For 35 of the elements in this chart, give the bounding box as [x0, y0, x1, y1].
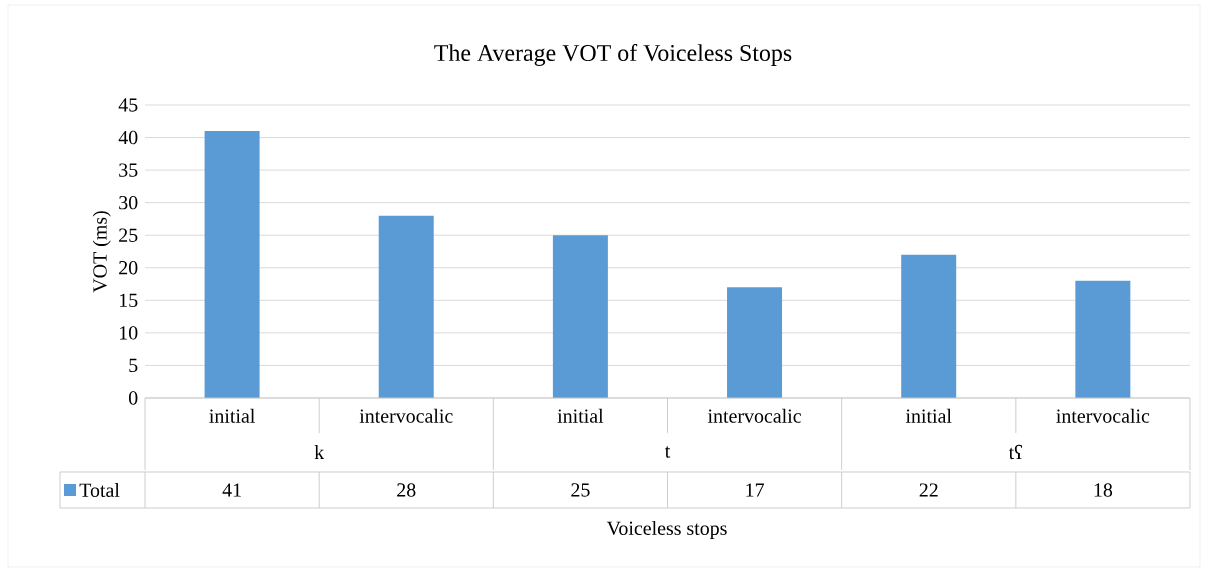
text: tʕ [1008, 444, 1023, 460]
x-tick-label: initial [209, 408, 255, 423]
y-tick-label: 30 [119, 195, 138, 210]
legend-label: Total [79, 482, 120, 497]
y-tick-label: 35 [119, 163, 138, 177]
bar [1075, 280, 1131, 398]
chart-title: The Average VOT of Voiceless Stops [434, 44, 792, 66]
text: t [664, 446, 671, 458]
y-tick-label: 20 [119, 261, 138, 275]
data-label: 17 [746, 483, 764, 497]
data-label: 41 [222, 483, 241, 497]
data-label: 22 [919, 483, 938, 497]
x-tick-label: initial [557, 408, 604, 423]
data-label: 18 [1094, 483, 1113, 497]
bar [727, 287, 783, 398]
x-tick-label: initial [905, 408, 952, 423]
x-tick-label: intervocalic [359, 408, 453, 423]
y-tick-label: 45 [118, 98, 138, 112]
data-label: 25 [571, 483, 590, 497]
bar [204, 131, 260, 398]
data-label: 28 [397, 483, 416, 497]
x-axis-title: Voiceless stops [606, 520, 727, 540]
x-tick-label: intervocalic [707, 408, 801, 423]
y-tick-label: 0 [128, 391, 138, 405]
bar [378, 215, 434, 398]
text: k [314, 445, 325, 459]
y-tick-label: 10 [119, 326, 138, 340]
bar [901, 254, 957, 398]
y-tick-label: 25 [119, 228, 138, 242]
x-tick-label: intervocalic [1056, 408, 1150, 423]
y-tick-label: 15 [119, 293, 138, 307]
y-axis-title: VOT (ms) [92, 211, 111, 293]
y-tick-label: 40 [118, 130, 138, 145]
y-tick-label: 5 [129, 358, 138, 373]
bar [552, 235, 608, 398]
